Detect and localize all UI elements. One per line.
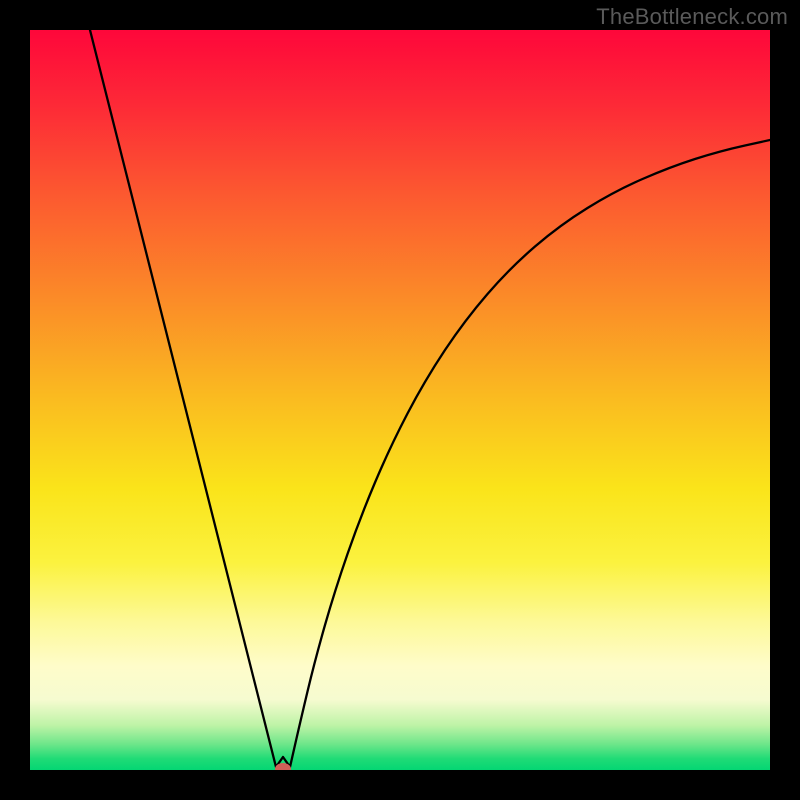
watermark-text: TheBottleneck.com (596, 4, 788, 30)
chart-curve-layer (30, 30, 770, 770)
chart-plot-area (30, 30, 770, 770)
bottleneck-curve (90, 30, 770, 767)
